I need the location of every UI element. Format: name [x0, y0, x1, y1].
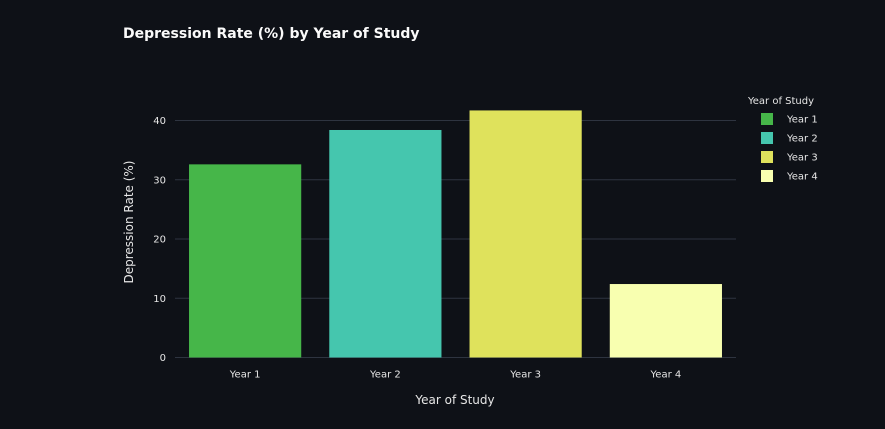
legend-swatch [761, 151, 773, 163]
x-axis-title: Year of Study [414, 393, 494, 407]
legend-label: Year 2 [786, 134, 818, 145]
y-tick-label: 30 [153, 175, 166, 186]
y-axis-title: Depression Rate (%) [122, 161, 136, 284]
legend-swatch [761, 132, 773, 144]
x-tick-label: Year 2 [369, 370, 401, 381]
x-tick-label: Year 4 [650, 370, 682, 381]
x-tick-label: Year 3 [509, 370, 541, 381]
bar-year-1[interactable] [189, 164, 302, 358]
chart-title: Depression Rate (%) by Year of Study [123, 26, 420, 42]
y-tick-label: 0 [160, 353, 166, 364]
legend-item-year-4[interactable]: Year 4 [761, 170, 818, 183]
y-tick-labels: 0 10 20 30 40 [153, 116, 166, 364]
legend-item-year-2[interactable]: Year 2 [761, 132, 818, 145]
legend-item-year-3[interactable]: Year 3 [761, 151, 818, 164]
legend-item-year-1[interactable]: Year 1 [761, 113, 818, 126]
legend-title: Year of Study [747, 96, 814, 107]
legend-swatch [761, 113, 773, 125]
x-tick-labels: Year 1 Year 2 Year 3 Year 4 [229, 370, 681, 381]
legend-label: Year 4 [786, 172, 818, 183]
legend-label: Year 1 [786, 115, 818, 126]
legend-swatch [761, 170, 773, 182]
y-tick-label: 40 [153, 116, 166, 127]
y-tick-label: 20 [153, 235, 166, 246]
bar-year-3[interactable] [469, 110, 582, 358]
x-tick-label: Year 1 [229, 370, 261, 381]
bars [189, 110, 722, 358]
legend-label: Year 3 [786, 153, 818, 164]
bar-year-4[interactable] [609, 284, 722, 358]
bar-year-2[interactable] [329, 129, 442, 358]
y-tick-label: 10 [153, 294, 166, 305]
legend-items: Year 1 Year 2 Year 3 Year 4 [761, 113, 818, 183]
legend[interactable]: Year of Study Year 1 Year 2 Year 3 Year 4 [747, 96, 818, 183]
